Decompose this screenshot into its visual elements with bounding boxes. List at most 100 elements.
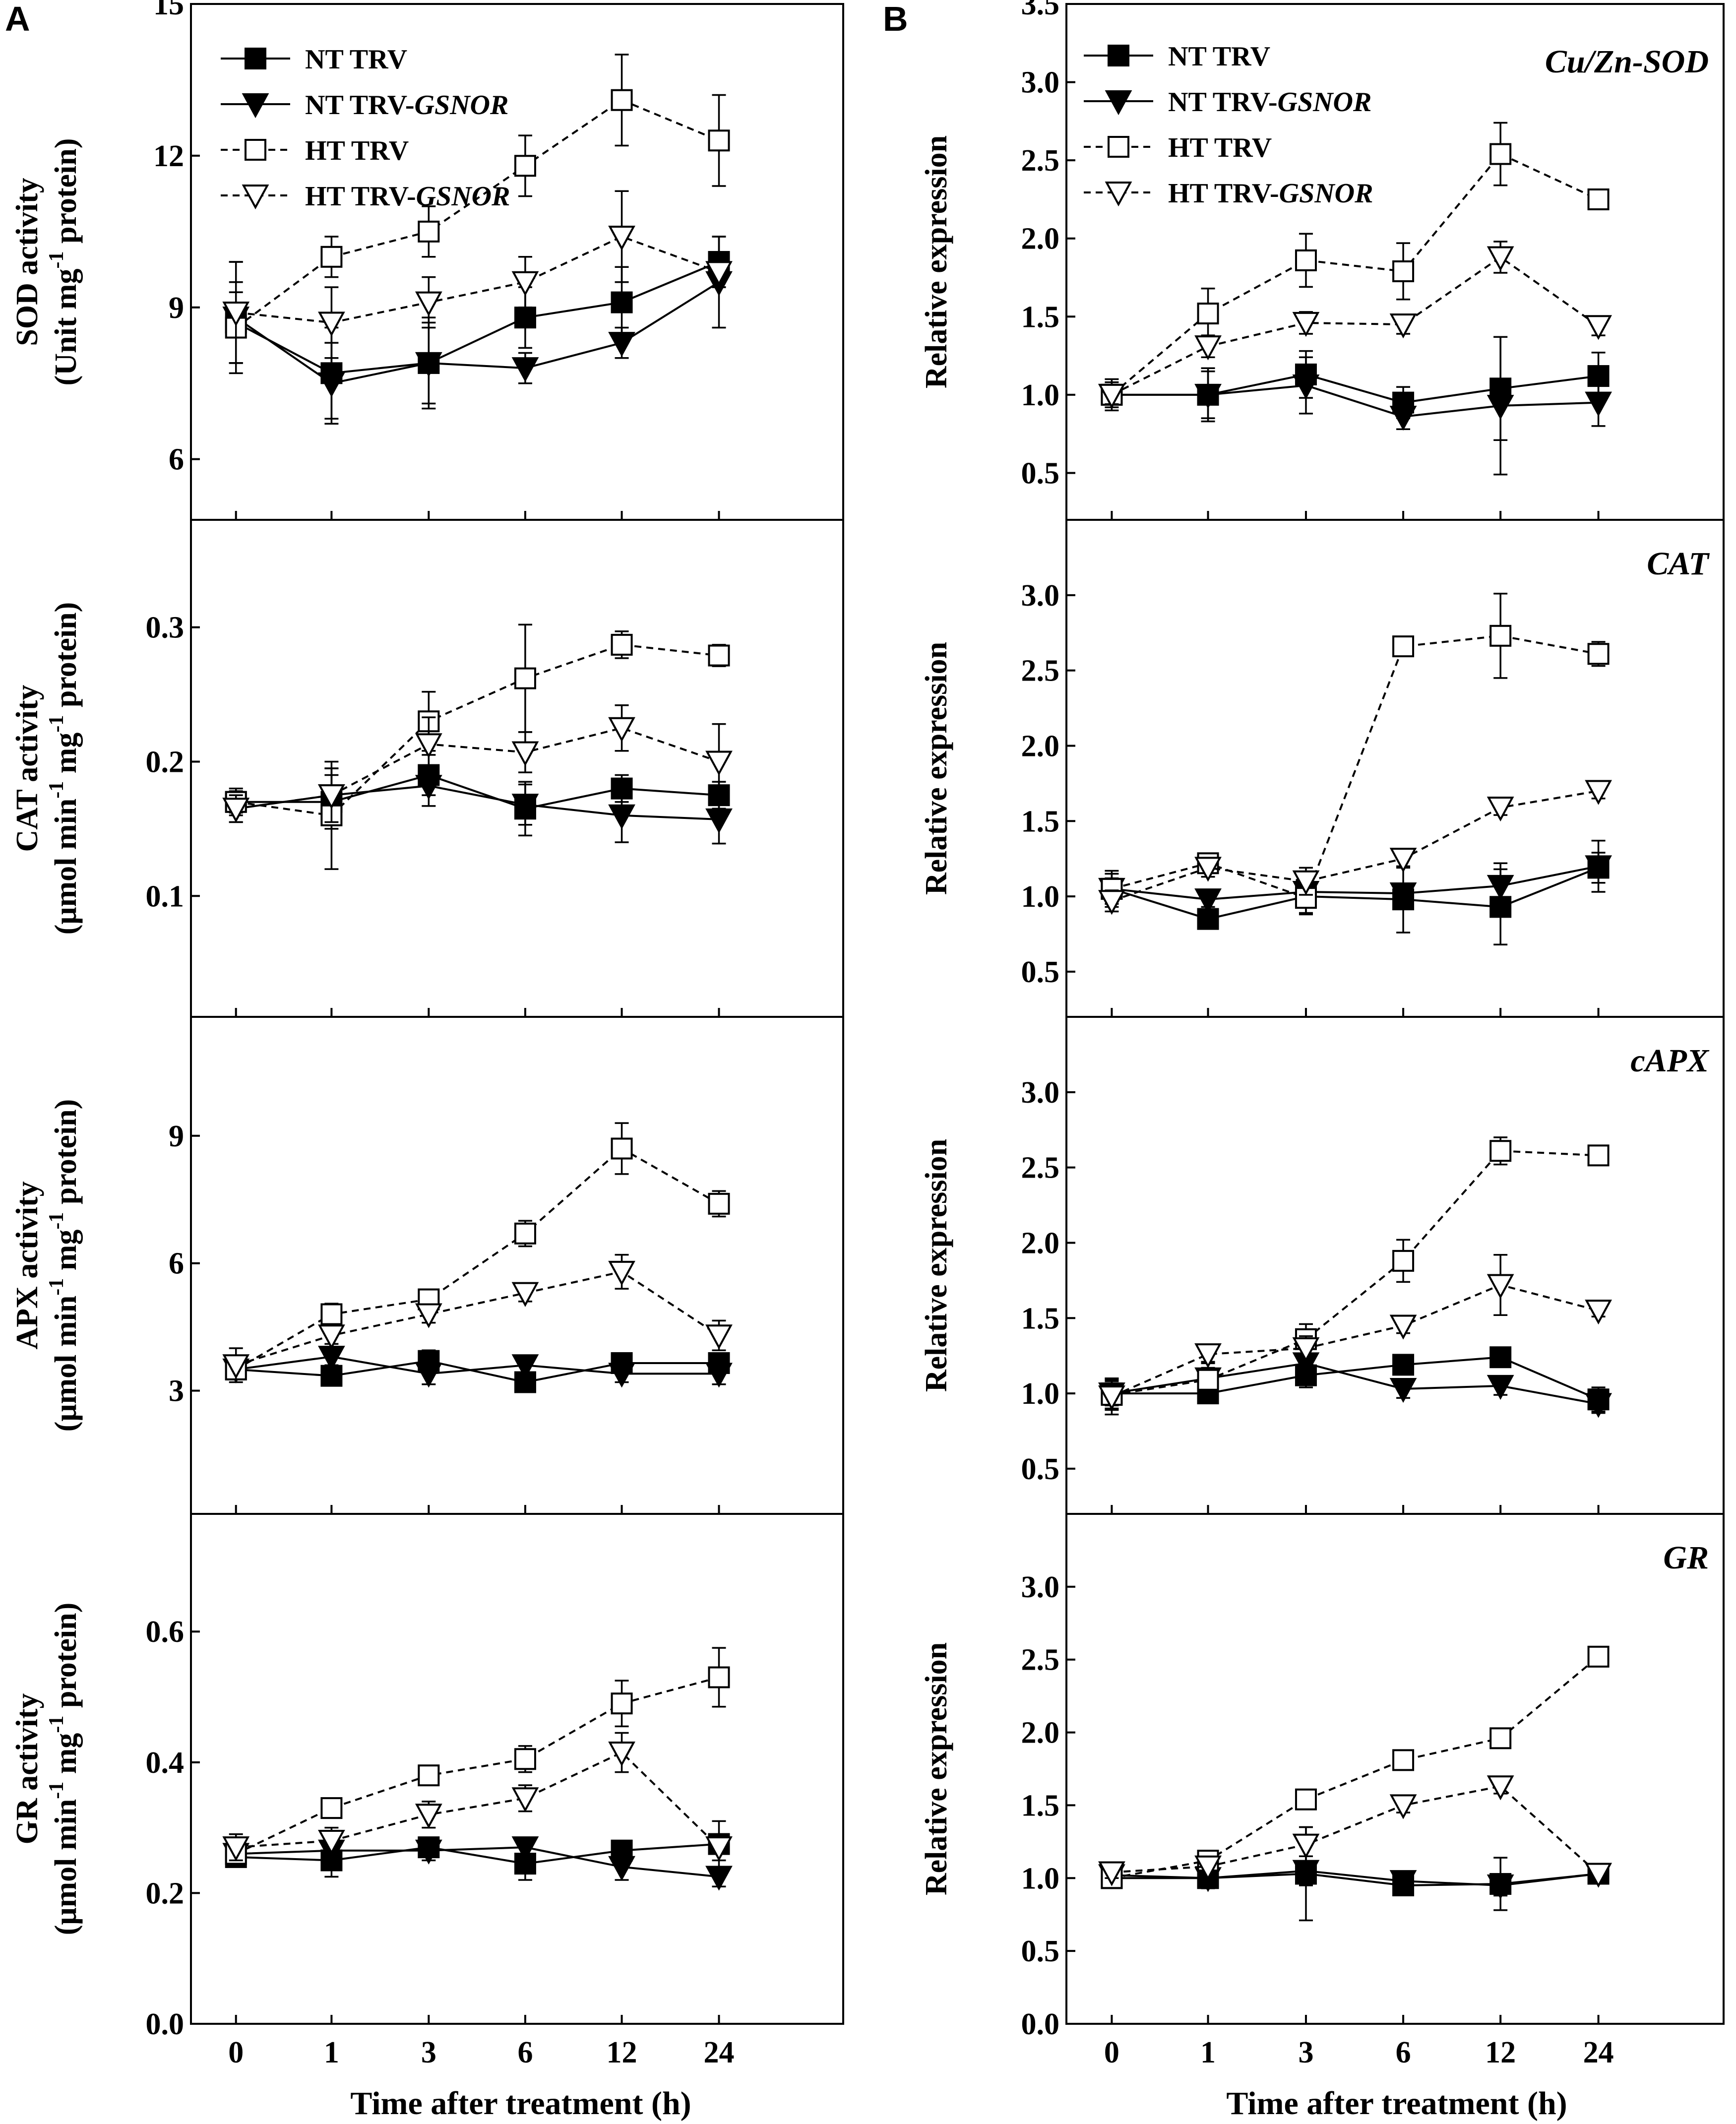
chart-a2-series-nt-trv-gsnor-point — [608, 804, 635, 829]
chart-a1-ytick-label: 6 — [169, 443, 184, 477]
chart-b2-series-ht-trv-gsnor-point — [1292, 870, 1320, 895]
chart-b3-ytick-label: 0.5 — [1021, 1452, 1060, 1486]
chart-a2-series-ht-trv-point — [708, 644, 730, 667]
chart-a2-series-ht-trv-gsnor-point — [222, 798, 250, 823]
chart-b4-ytick-label: 1.5 — [1021, 1789, 1060, 1822]
chart-b4-series-ht-trv-gsnor-point — [1389, 1794, 1417, 1819]
chart-b3-ylabel: Relative expression — [920, 1139, 953, 1392]
chart-b3-series-nt-trv-point — [1489, 1346, 1512, 1369]
chart-b1-ylabel: Relative expression — [920, 135, 953, 388]
chart-a2-series-nt-trv-gsnor-point — [705, 808, 733, 834]
chart-a3-series-ht-trv-gsnor-point — [608, 1260, 635, 1286]
chart-a1-series-nt-trv-gsnor-point — [415, 352, 442, 377]
chart-b1-legend-nt-trv-gsnor-label-gene: GSNOR — [1278, 87, 1372, 118]
chart-a3-series-ht-trv-gsnor-point — [318, 1324, 345, 1350]
chart-b3-series-ht-trv-gsnor-point — [1292, 1337, 1320, 1363]
chart-b4-series-ht-trv-gsnor-point — [1585, 1863, 1612, 1888]
chart-b1-ytick-label: 1.5 — [1021, 300, 1060, 334]
chart-a1-series-ht-trv-gsnor-line — [236, 235, 720, 324]
chart-b1-series-nt-trv — [1101, 336, 1610, 441]
chart-a3-ylabel-part: -1 — [45, 1212, 68, 1230]
chart-a1-series-ht-trv-gsnor — [222, 190, 733, 364]
chart-b2-series-ht-trv-gsnor-point — [1487, 796, 1514, 822]
chart-a1-legend-nt-trv-gsnor-label-gene: GSNOR — [415, 90, 509, 121]
chart-b3-series-ht-trv-gsnor-point — [1389, 1314, 1417, 1340]
chart-b4-series-nt-trv-gsnor — [1098, 1855, 1612, 1900]
chart-a4-series-ht-trv-gsnor-point — [608, 1742, 635, 1767]
chart-a4-series-ht-trv-line — [235, 1676, 720, 1855]
chart-a1-ylabel-part: protein) — [49, 138, 83, 251]
chart-a1: 6 9 12 15 SOD activity (Unit mg-1 protein) NT … — [10, 0, 844, 521]
chart-b4: 0.0 0.5 1.0 1.5 2.0 2.5 3.0 0 1 3 6 12 24 Relative ex… — [920, 1513, 1725, 2069]
chart-a3-ylabel-line2: (μmol min-1 mg-1 protein) — [45, 1099, 83, 1432]
chart-a1-legend-nt-trv-gsnor-marker — [242, 93, 269, 119]
chart-b2-series-ht-trv-gsnor-point — [1098, 890, 1125, 915]
chart-a4-xtick-label: 24 — [703, 2036, 734, 2069]
chart-b1-series-nt-trv-gsnor-point — [1194, 383, 1222, 409]
chart-a2-series-nt-trv-gsnor — [222, 764, 733, 845]
chart-b1-series-ht-trv-line — [1111, 153, 1599, 396]
chart-a2-series-nt-trv-line — [236, 774, 719, 810]
chart-b4-ytick-label: 0.0 — [1021, 2007, 1060, 2041]
chart-a4-series-ht-trv-gsnor-point — [705, 1836, 733, 1862]
chart-a2-series-nt-trv-gsnor-point — [415, 775, 442, 800]
chart-a2-series-ht-trv-gsnor-point — [608, 717, 635, 742]
chart-a1-ylabel-line2: (Unit mg-1 protein) — [45, 138, 83, 386]
chart-b1-ytick-label: 2.5 — [1021, 144, 1060, 178]
chart-b4-series-ht-trv-point — [1489, 1727, 1512, 1749]
chart-a3-ylabel-part: protein) — [49, 1099, 83, 1212]
chart-b2-ytick-label: 3.0 — [1021, 579, 1060, 613]
panel-label-a: A — [5, 0, 30, 38]
chart-b2-series-ht-trv-point — [1392, 635, 1415, 658]
chart-a4-xtick-label: 1 — [324, 2036, 339, 2069]
chart-b1-ytick-label: 0.5 — [1021, 456, 1060, 490]
chart-a2-ytick-label: 0.1 — [146, 879, 185, 913]
chart-b3-series-ht-trv-point — [1587, 1144, 1610, 1167]
chart-a3-ytick-label: 9 — [169, 1120, 184, 1153]
chart-a1-series-nt-trv-gsnor-point — [318, 372, 345, 397]
chart-a3-series-nt-trv-gsnor-point — [608, 1363, 635, 1388]
chart-b4-xtick-label: 0 — [1104, 2036, 1119, 2069]
chart-a1-series-nt-trv-point — [514, 307, 536, 329]
chart-a3-series-ht-trv-point — [611, 1137, 633, 1160]
chart-b1-series-ht-trv-point — [1392, 260, 1415, 282]
chart-b1-ytick-label: 2.0 — [1021, 222, 1060, 256]
chart-a4-ylabel-part: mg — [49, 1733, 83, 1782]
chart-b3-series-nt-trv — [1101, 1346, 1610, 1413]
chart-b1-gene-label: Cu/Zn-SOD — [1545, 44, 1709, 80]
chart-b4-series-ht-trv-gsnor-point — [1487, 1775, 1514, 1801]
chart-b4-xtick-label: 12 — [1485, 2036, 1516, 2069]
chart-b3-ytick-label: 2.5 — [1021, 1151, 1060, 1185]
chart-b2-series-ht-trv-gsnor — [1098, 780, 1612, 915]
chart-a2-frame — [190, 519, 844, 1018]
chart-a1-legend-nt-trv-label-text: NT TRV — [305, 44, 407, 75]
chart-a4-ylabel-part: -1 — [45, 1716, 68, 1733]
chart-a3-series-ht-trv — [225, 1122, 730, 1380]
chart-b1-series-nt-trv-line — [1112, 373, 1599, 404]
chart-a1-legend-nt-trv-label: NT TRV — [305, 44, 407, 75]
chart-a4-series-nt-trv-gsnor-point — [705, 1866, 733, 1891]
x-axis-label-a: Time after treatment (h) — [350, 2085, 691, 2122]
chart-a1-legend-nt-trv-gsnor-label-text: NT TRV- — [305, 90, 415, 121]
chart-b2-series-ht-trv-gsnor-point — [1389, 848, 1417, 873]
chart-a1-series-ht-trv-gsnor-point — [415, 291, 442, 316]
chart-b3-series-nt-trv-line — [1112, 1356, 1599, 1401]
chart-b2-series-ht-trv-gsnor-point — [1194, 857, 1222, 882]
chart-a1-ylabel-line1: SOD activity — [10, 178, 44, 346]
chart-b4-ytick-label: 1.0 — [1021, 1862, 1060, 1895]
chart-a4-ylabel-line2: (μmol min-1 mg-1 protein) — [45, 1603, 83, 1936]
chart-b2-frame — [1065, 519, 1725, 1018]
chart-a3-series-nt-trv-gsnor-point — [415, 1363, 442, 1388]
chart-a1-series-ht-trv-point — [514, 155, 536, 177]
chart-b4-ytick-label: 3.0 — [1021, 1570, 1060, 1604]
chart-b4-ytick-label: 2.0 — [1021, 1716, 1060, 1750]
chart-a2-ylabel-part: (μmol min — [49, 799, 83, 935]
chart-a1-frame — [190, 3, 844, 521]
chart-b4-series-ht-trv-gsnor-point — [1194, 1855, 1222, 1880]
chart-b1-ytick-label: 3.0 — [1021, 66, 1060, 100]
chart-a2-series-ht-trv — [225, 624, 730, 870]
chart-a4-series-ht-trv-point — [418, 1764, 440, 1787]
